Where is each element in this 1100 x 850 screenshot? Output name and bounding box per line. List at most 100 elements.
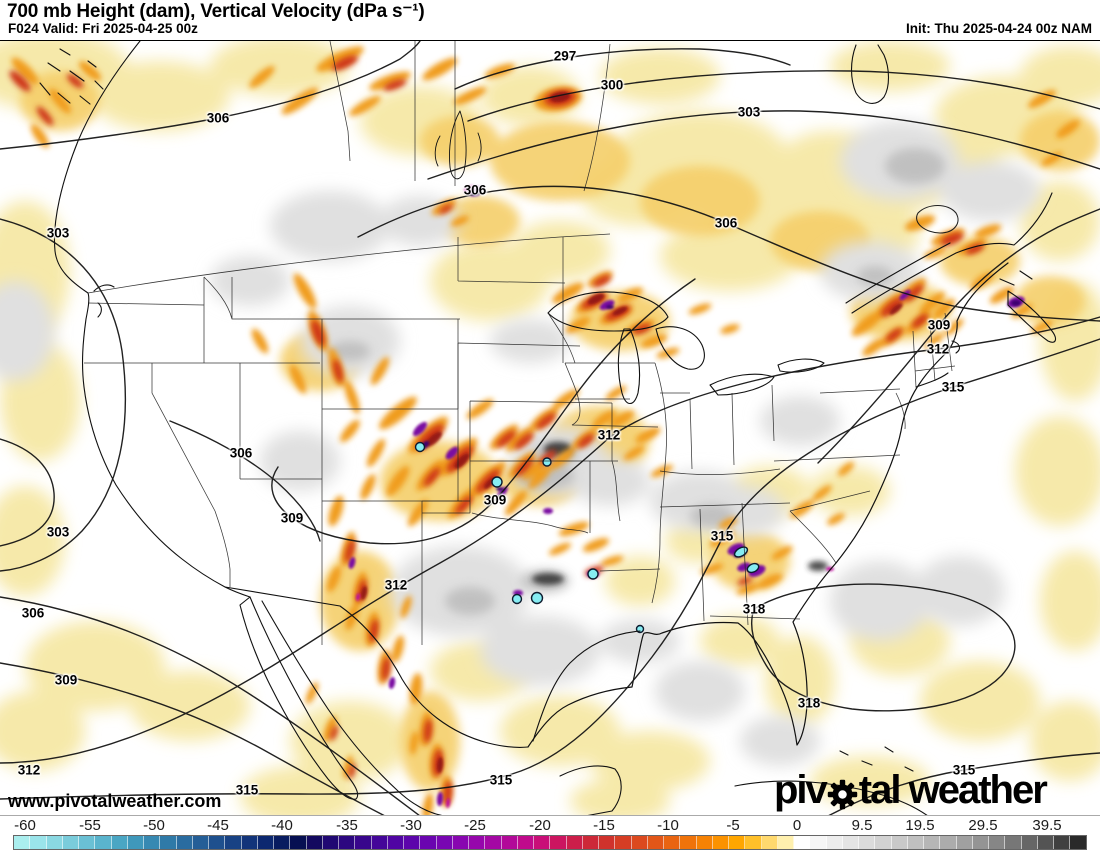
colorbar-tick: -55	[79, 817, 101, 834]
colorbar-tick: 0	[792, 817, 802, 834]
colorbar-segment	[225, 836, 242, 849]
colorbar-segment	[274, 836, 291, 849]
colorbar-tick: -5	[726, 817, 740, 834]
colorbar-segment	[30, 836, 47, 849]
shading-cyan-extremes	[414, 441, 760, 634]
colorbar-segment	[257, 836, 274, 849]
shading-orange	[11, 46, 1080, 816]
colorbar-segment	[989, 836, 1006, 849]
colorbar-tick: -60	[14, 817, 36, 834]
colorbar-segment	[160, 836, 177, 849]
colorbar-tick-row: -60 -55 -50 -45 -40 -35 -30 -25 -20 -15 -10 -5 0 9.5 1…	[0, 817, 1100, 834]
colorbar-segment	[891, 836, 908, 849]
vertical-velocity-map	[0, 41, 1100, 816]
colorbar-segment	[712, 836, 729, 849]
political-borders	[84, 41, 956, 645]
geography	[39, 41, 1057, 816]
site-url: www.pivotalweather.com	[8, 791, 222, 811]
colorbar-segment	[599, 836, 616, 849]
colorbar-segment	[404, 836, 421, 849]
colorbar-segment	[339, 836, 356, 849]
colorbar-segment	[1005, 836, 1022, 849]
colorbar-segment	[907, 836, 924, 849]
colorbar-tick: -15	[593, 817, 615, 834]
colorbar-segment	[306, 836, 323, 849]
colorbar-tick: -40	[271, 817, 293, 834]
colorbar-segment	[956, 836, 973, 849]
colorbar-segment	[501, 836, 518, 849]
colorbar-tick: 29.5	[968, 817, 998, 834]
colorbar: -60 -55 -50 -45 -40 -35 -30 -25 -20 -15 -10 -5 0 9.5 1…	[0, 815, 1100, 850]
colorbar-segment	[924, 836, 941, 849]
colorbar-segment	[615, 836, 632, 849]
shading-darkred	[360, 91, 903, 773]
colorbar-segment	[940, 836, 957, 849]
colorbar-segment	[582, 836, 599, 849]
colorbar-segment	[127, 836, 144, 849]
height-contours	[0, 41, 1100, 816]
colorbar-segment	[826, 836, 843, 849]
colorbar-segment	[469, 836, 486, 849]
colorbar-segment	[46, 836, 63, 849]
colorbar-segment	[777, 836, 794, 849]
colorbar-tick: 19.5	[905, 817, 935, 834]
colorbar-segment	[371, 836, 388, 849]
colorbar-segment	[647, 836, 664, 849]
colorbar-segment	[436, 836, 453, 849]
colorbar-tick: -50	[143, 817, 165, 834]
colorbar-segment	[176, 836, 193, 849]
colorbar-segment	[322, 836, 339, 849]
logo-text-pre: piv	[774, 768, 828, 812]
colorbar-segment	[566, 836, 583, 849]
colorbar-segment	[387, 836, 404, 849]
shading-magenta	[355, 185, 834, 808]
map-canvas: 297 300 303 303 303 306 306 306 306 306 309 309 309 3…	[0, 40, 1100, 816]
colorbar-segment	[842, 836, 859, 849]
colorbar-segment	[62, 836, 79, 849]
pivotalweather-logo: piv tal weather	[774, 768, 1048, 812]
colorbar-segment	[875, 836, 892, 849]
colorbar-tick: -30	[400, 817, 422, 834]
colorbar-segment	[241, 836, 258, 849]
colorbar-tick: 9.5	[851, 817, 873, 834]
colorbar-segment	[794, 836, 811, 849]
colorbar-segment	[550, 836, 567, 849]
colorbar-segment	[696, 836, 713, 849]
map-title: 700 mb Height (dam), Vertical Velocity (…	[7, 1, 425, 22]
colorbar-segment	[111, 836, 128, 849]
colorbar-segment	[664, 836, 681, 849]
colorbar-segment	[517, 836, 534, 849]
colorbar-tick: -45	[207, 817, 229, 834]
colorbar-scale	[13, 835, 1087, 850]
colorbar-segment	[729, 836, 746, 849]
colorbar-segment	[745, 836, 762, 849]
colorbar-tick: -20	[529, 817, 551, 834]
colorbar-tick: -25	[464, 817, 486, 834]
colorbar-segment	[485, 836, 502, 849]
gear-icon	[827, 777, 858, 809]
init-label: Init: Thu 2025-04-24 00z NAM	[905, 21, 1092, 36]
header: 700 mb Height (dam), Vertical Velocity (…	[0, 0, 1100, 40]
colorbar-segment	[680, 836, 697, 849]
colorbar-segment	[810, 836, 827, 849]
colorbar-segment	[1037, 836, 1054, 849]
colorbar-segment	[144, 836, 161, 849]
colorbar-segment	[209, 836, 226, 849]
colorbar-segment	[452, 836, 469, 849]
colorbar-segment	[761, 836, 778, 849]
colorbar-segment	[972, 836, 989, 849]
colorbar-segment	[1070, 836, 1086, 849]
colorbar-segment	[859, 836, 876, 849]
colorbar-segment	[1021, 836, 1038, 849]
colorbar-segment	[79, 836, 96, 849]
forecast-valid-label: F024 Valid: Fri 2025-04-25 00z	[8, 21, 198, 36]
colorbar-segment	[1054, 836, 1071, 849]
colorbar-tick: 39.5	[1032, 817, 1062, 834]
colorbar-segment	[290, 836, 307, 849]
colorbar-segment	[631, 836, 648, 849]
logo-text-post: tal weather	[858, 768, 1048, 812]
colorbar-segment	[95, 836, 112, 849]
colorbar-segment	[355, 836, 372, 849]
colorbar-tick: -35	[336, 817, 358, 834]
